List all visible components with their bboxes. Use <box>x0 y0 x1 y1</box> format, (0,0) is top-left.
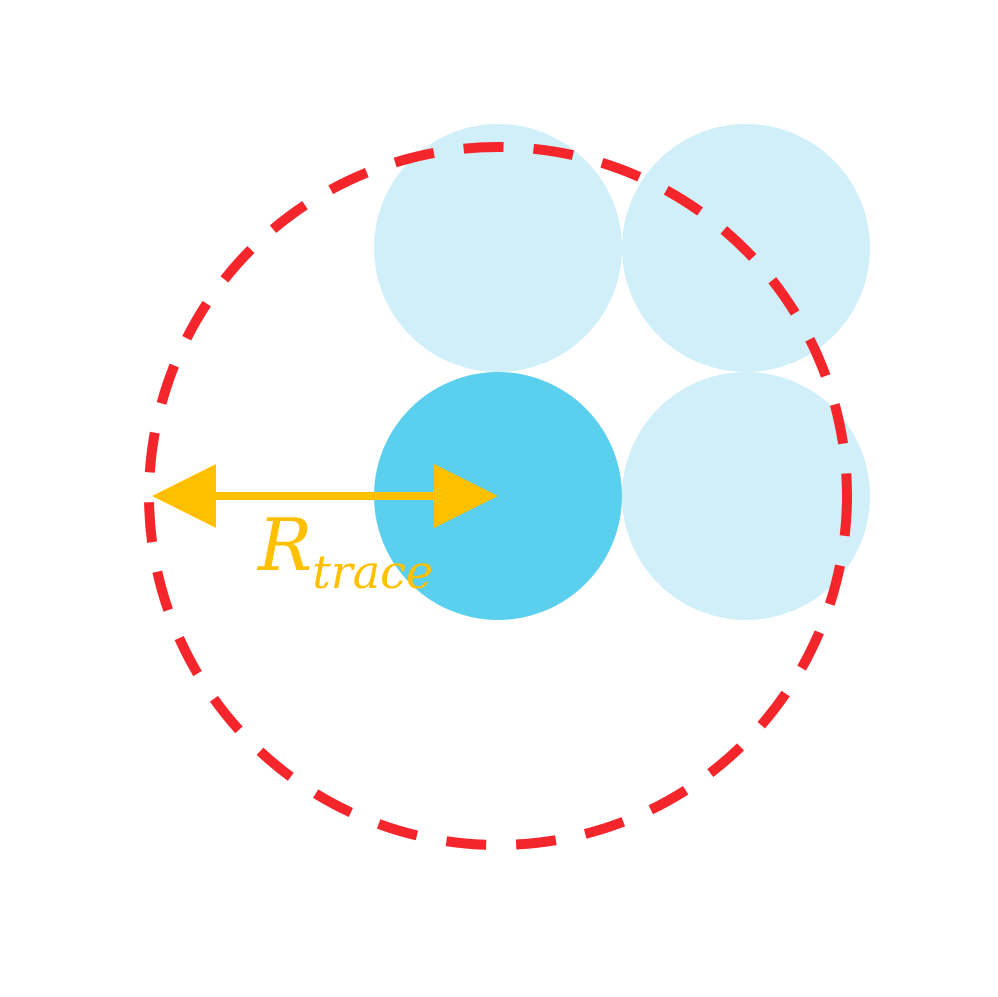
neighbor-sphere-bottom-right <box>622 372 870 620</box>
central-sphere <box>374 372 622 620</box>
radius-label: Rtrace <box>256 503 433 599</box>
neighbor-sphere-top-left <box>374 124 622 372</box>
radius-label-subscript: trace <box>312 545 433 599</box>
radius-label-main: R <box>256 503 312 587</box>
trace-circle <box>144 142 852 850</box>
